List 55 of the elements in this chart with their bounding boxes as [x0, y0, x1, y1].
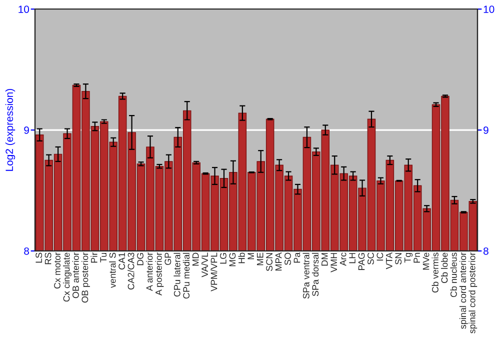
y-tick-label: 9	[24, 126, 29, 134]
x-tick-label: ME	[256, 252, 264, 266]
x-tick-label: PAG	[358, 253, 365, 270]
x-tick-label: CPu medial	[182, 252, 190, 299]
x-tick-label: OB anterior	[72, 252, 79, 298]
y-tick-label: 10	[18, 6, 30, 13]
y-tick-label: 8	[24, 247, 29, 255]
x-tick-label: IC	[376, 252, 384, 261]
x-tick-label: SCN	[266, 253, 272, 271]
x-tick-label: A posterior	[155, 252, 164, 296]
x-tick-label: MG	[229, 253, 236, 266]
x-tick-label: Tu	[100, 252, 107, 262]
x-tick-label: SPa ventral	[302, 252, 310, 299]
x-tick-label: MD	[192, 252, 199, 266]
x-tick-label: MPA	[275, 252, 282, 270]
x-tick-label: GP	[164, 252, 172, 265]
x-tick-label: CA1	[118, 252, 125, 270]
x-tick-label: Pn	[414, 252, 420, 263]
x-tick-label: VA/VL	[201, 252, 208, 278]
x-tick-label: RS	[44, 252, 52, 264]
x-tick-label: Cb vermis	[432, 252, 438, 293]
x-tick-label: VPM/VPL	[210, 252, 218, 292]
y-axis-title: Log2 (expression)	[5, 88, 16, 171]
x-tick-label: spinal cord anterior	[459, 252, 468, 329]
y2-tick-label: 9	[484, 126, 488, 134]
x-tick-label: SPa dorsal	[312, 252, 319, 296]
x-tick-label: LH	[349, 253, 356, 264]
x-tick-label: ventral S	[109, 252, 116, 288]
x-tick-label: Pir	[90, 252, 98, 263]
x-tick-label: Arc	[340, 252, 346, 266]
x-tick-label: CA2/CA3	[128, 252, 134, 290]
x-tick-label: DG	[137, 253, 144, 266]
x-tick-label: LS	[36, 252, 42, 263]
x-tick-label: MVe	[422, 252, 430, 270]
x-tick-label: Pa	[294, 252, 300, 263]
x-tick-label: SO	[284, 252, 291, 265]
x-tick-label: Hb	[238, 252, 245, 264]
x-tick-label: LG	[220, 253, 226, 264]
x-tick-label: A anterior	[146, 252, 153, 291]
x-tick-label: CPu lateral	[174, 252, 180, 297]
x-tick-label: Cx cingulate	[63, 252, 72, 302]
x-tick-label: SC	[368, 252, 374, 264]
x-tick-label: SN	[395, 253, 402, 264]
x-tick-label: Cx motor	[54, 252, 60, 288]
x-tick-label: VTA	[386, 252, 392, 270]
x-tick-label: VMH	[330, 253, 337, 272]
x-tick-label: M	[248, 253, 254, 260]
x-tick-label: OB posterior	[81, 252, 90, 303]
y2-tick-label: 8	[484, 247, 488, 255]
x-tick-label: spinal cord posterior	[468, 252, 478, 334]
x-tick-label: Tg	[404, 252, 413, 263]
x-tick-label: Cb nucleus	[450, 252, 457, 298]
x-tick-label: Cb lobe	[441, 252, 448, 283]
x-tick-label: DM	[322, 253, 328, 266]
y2-tick-label: 10	[484, 6, 494, 13]
